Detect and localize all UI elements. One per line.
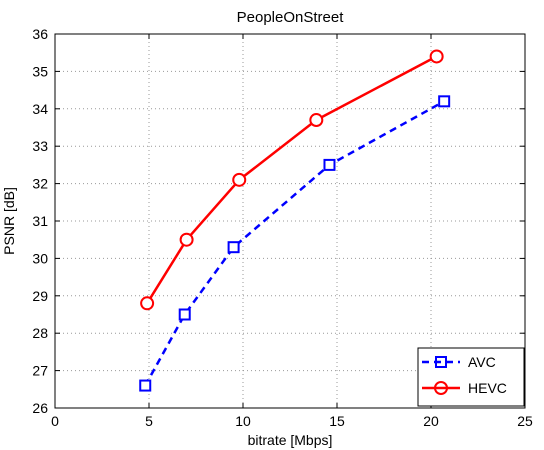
legend-avc-label: AVC (468, 354, 496, 370)
data-point-hevc (309, 113, 324, 128)
x-tick-label: 5 (145, 413, 153, 429)
legend: AVC HEVC (417, 347, 525, 407)
y-tick-label: 32 (32, 176, 48, 192)
x-axis-title: bitrate [Mbps] (248, 432, 333, 448)
x-tick-label: 10 (235, 413, 251, 429)
data-point-avc (227, 241, 240, 254)
series-layer (139, 49, 451, 392)
legend-hevc-label: HEVC (468, 380, 507, 396)
chart-title: PeopleOnStreet (237, 9, 345, 26)
x-tick-label: 25 (517, 413, 533, 429)
y-tick-label: 35 (32, 63, 48, 79)
legend-avc-marker (435, 356, 447, 368)
y-tick-label: 33 (32, 138, 48, 154)
x-tick-label: 20 (423, 413, 439, 429)
data-point-avc (323, 158, 336, 171)
data-point-hevc (179, 232, 194, 247)
ticks-layer: 0 5 10 15 20 25 26 27 28 29 30 31 32 33 34 35 36 (32, 26, 533, 429)
series-line-avc (144, 100, 445, 387)
y-tick-label: 28 (32, 325, 48, 341)
data-point-avc (139, 379, 152, 392)
x-tick-label: 0 (51, 413, 59, 429)
y-tick-label: 30 (32, 250, 48, 266)
y-tick-label: 29 (32, 288, 48, 304)
y-tick-label: 36 (32, 26, 48, 42)
data-point-hevc (232, 172, 247, 187)
y-tick-label: 27 (32, 363, 48, 379)
data-point-avc (438, 95, 451, 108)
data-point-hevc (140, 296, 155, 311)
data-point-hevc (429, 49, 444, 64)
y-tick-label: 34 (32, 101, 48, 117)
legend-hevc-marker (434, 381, 448, 395)
y-tick-label: 26 (32, 400, 48, 416)
y-tick-label: 31 (32, 213, 48, 229)
y-axis-title: PSNR [dB] (1, 187, 17, 255)
data-point-avc (178, 308, 191, 321)
x-tick-label: 15 (329, 413, 345, 429)
